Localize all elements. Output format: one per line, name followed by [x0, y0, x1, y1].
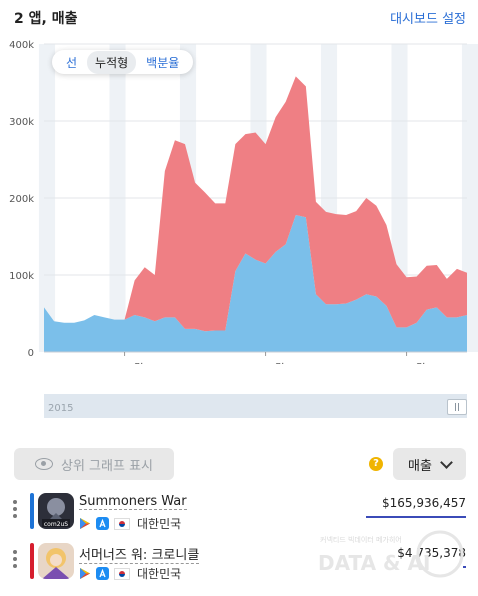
x-tick-label: 15. 8월 [106, 362, 144, 364]
help-icon[interactable]: ? [369, 457, 383, 471]
app-badges: 대한민국 [79, 565, 181, 582]
toggle-percent[interactable]: 백분율 [146, 55, 180, 70]
y-tick-label: 300k [9, 117, 34, 128]
y-tick-label: 200k [9, 194, 34, 205]
series-color-bar [30, 493, 34, 529]
x-tick-label: 12. 9월 [388, 362, 426, 364]
time-navigator[interactable]: 2015 [44, 394, 467, 418]
google-play-icon [80, 568, 90, 579]
more-options-icon[interactable] [11, 500, 19, 521]
watermark-line1: 커넥티드 빅데이터 메가히어 [320, 535, 402, 544]
revenue-area-chart: 0 100k 200k 300k 400k 15. 8월 29. 8월 12. 9월 [9, 40, 478, 375]
page-title: 2 앱, 매출 [14, 11, 78, 27]
more-options-icon[interactable] [11, 550, 19, 571]
revenue-share-bar [463, 566, 466, 568]
app-name[interactable]: 서머너즈 워: 크로니클 [79, 544, 200, 564]
revenue-chart: 0 100k 200k 300k 400k 15. 8월 29. 8월 12. 9월 [0, 34, 478, 375]
watermark-logo: 커넥티드 빅데이터 메가히어 DATA & AI [318, 530, 464, 578]
y-tick-label: 0 [28, 348, 34, 359]
header: 2 앱, 매출 대시보드 설정 [0, 0, 478, 34]
chevron-down-icon [440, 455, 453, 469]
y-tick-label: 100k [9, 271, 34, 282]
publisher-logo-text: com2uS [44, 521, 68, 528]
series-color-bar [30, 543, 34, 579]
watermark-line2: DATA & AI [318, 551, 430, 575]
google-play-icon [80, 518, 90, 529]
app-country: 대한민국 [137, 567, 182, 581]
metric-select-value: 매출 [408, 458, 432, 474]
summoners-war-chronicles-icon [38, 543, 74, 579]
app-revenue: $4,735,378 [397, 546, 466, 560]
show-top-graph-button[interactable]: 상위 그래프 표시 [14, 448, 174, 480]
korea-flag-icon [114, 567, 130, 580]
chart-mode-toggle[interactable]: 선 누적형 백분율 [52, 50, 194, 74]
toggle-stacked[interactable]: 누적형 [87, 50, 137, 74]
revenue-share-bar [366, 516, 466, 518]
y-tick-label: 400k [9, 40, 34, 51]
dashboard-settings-link[interactable]: 대시보드 설정 [390, 12, 466, 27]
app-row[interactable]: com2uS Summoners War 대한민국 $165,936,457 [0, 490, 478, 536]
app-store-icon [96, 517, 109, 530]
series-area-0 [44, 214, 467, 352]
metric-select[interactable]: 매출 [393, 448, 466, 480]
korea-flag-icon [114, 517, 130, 530]
app-store-icon [96, 567, 109, 580]
app-revenue: $165,936,457 [382, 496, 466, 510]
app-country: 대한민국 [137, 517, 182, 531]
app-badges: 대한민국 [79, 515, 181, 532]
x-tick-label: 29. 8월 [247, 362, 285, 364]
show-top-graph-label: 상위 그래프 표시 [61, 458, 153, 474]
app-icon [38, 543, 74, 579]
navigator-year: 2015 [48, 403, 74, 414]
app-name[interactable]: Summoners War [79, 494, 187, 510]
eye-icon [35, 458, 53, 470]
summoners-war-icon: com2uS [38, 493, 74, 529]
toggle-line[interactable]: 선 [66, 55, 78, 70]
app-row[interactable]: 서머너즈 워: 크로니클 대한민국 $4,735,378 [0, 540, 478, 586]
app-icon: com2uS [38, 493, 74, 529]
series-area-1 [44, 76, 467, 332]
navigator-handle[interactable] [447, 399, 467, 415]
